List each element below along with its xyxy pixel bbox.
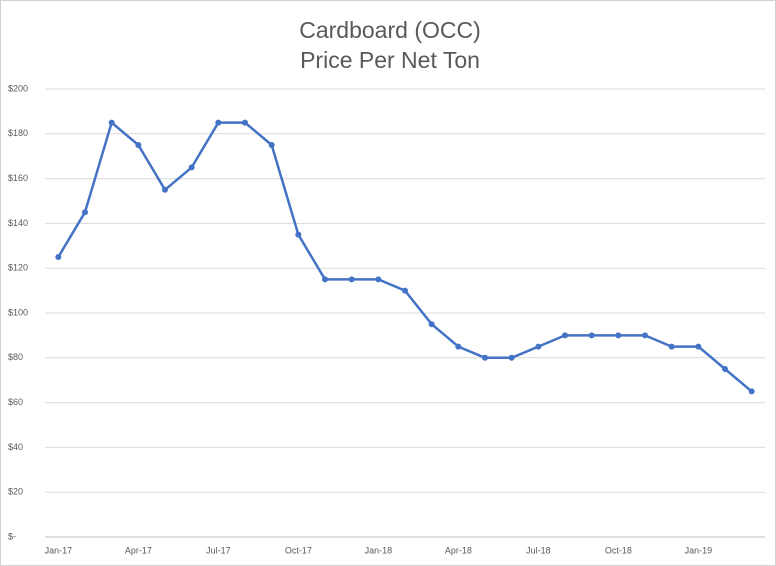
point [588,332,595,339]
point [108,119,115,126]
y-tick-label: $160 [8,173,28,183]
point [295,231,302,238]
point [455,343,462,350]
point [375,276,382,283]
y-tick-label: $180 [8,128,28,138]
x-tick-label: Apr-18 [445,545,472,555]
point [268,142,275,148]
point [402,287,408,294]
point [162,186,168,193]
point [242,119,248,126]
y-tick-label: $120 [8,263,28,273]
y-tick-label: $80 [8,352,23,362]
y-tick-label: $140 [8,218,28,228]
point [428,321,435,328]
point [535,343,542,350]
point [508,354,515,361]
x-tick-label: Jan-17 [45,545,73,555]
point [482,354,488,361]
x-tick-label: Oct-18 [605,545,632,555]
point [562,332,568,339]
point [215,119,222,126]
y-tick-label: $100 [8,307,28,317]
y-tick-label: $- [8,531,16,541]
y-tick-label: $40 [8,442,23,452]
point [722,366,728,372]
point [348,276,355,283]
x-tick-label: Jul-18 [526,545,551,555]
chart-title: Price Per Net Ton [300,47,480,73]
point [55,254,62,260]
point [188,164,195,171]
x-tick-label: Jan-19 [685,545,713,555]
point [695,343,702,350]
point [642,332,648,339]
x-tick-label: Jul-17 [206,545,231,555]
x-tick-label: Oct-17 [285,545,312,555]
point [135,142,142,148]
point [82,209,88,216]
y-tick-label: $200 [8,83,28,93]
x-tick-label: Apr-17 [125,545,152,555]
y-tick-label: $20 [8,487,23,497]
y-tick-label: $60 [8,397,23,407]
point [668,343,675,350]
point [322,276,328,283]
x-tick-label: Jan-18 [365,545,393,555]
point [615,332,622,339]
chart-title: Cardboard (OCC) [299,17,481,43]
point [748,388,755,395]
